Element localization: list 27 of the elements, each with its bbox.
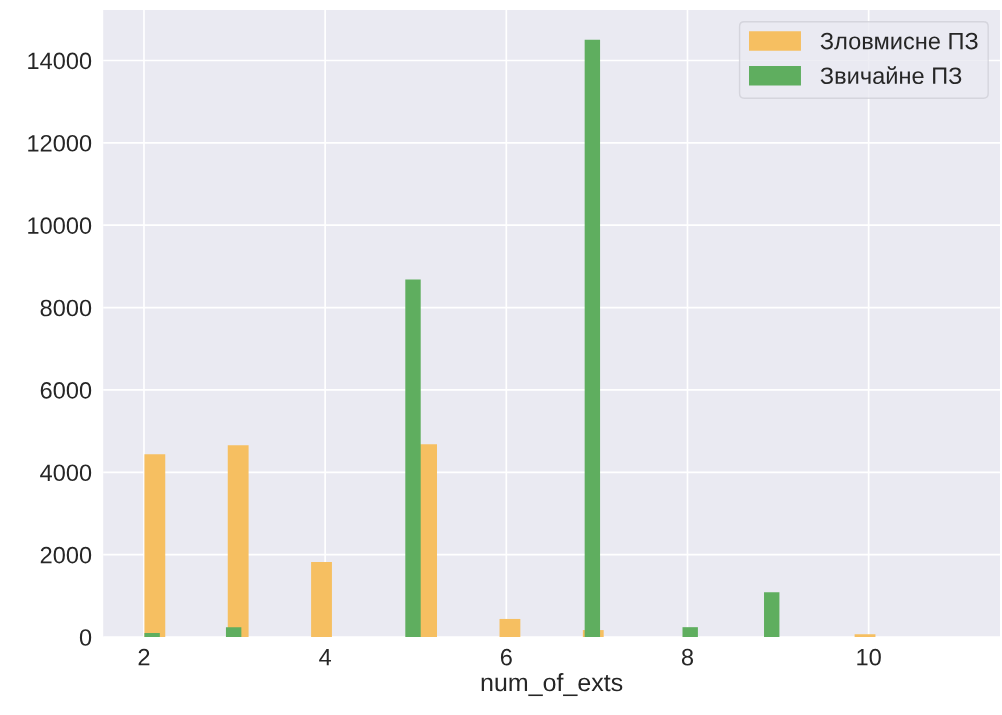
- bar: [854, 634, 876, 638]
- x-tick-label: 2: [138, 648, 150, 666]
- x-tick-label: 8: [681, 648, 694, 666]
- bar: [499, 618, 521, 638]
- legend-label: Зловмисне ПЗ: [820, 32, 978, 50]
- x-tick-label: 10: [857, 648, 881, 666]
- bar: [227, 445, 249, 638]
- bar: [764, 592, 780, 638]
- y-tick-label: 6000: [40, 382, 92, 399]
- bar: [405, 279, 421, 638]
- bar: [682, 627, 698, 638]
- y-tick-label: 2000: [40, 546, 92, 564]
- y-tick-label: 0: [79, 629, 92, 646]
- legend-label: Звичайне ПЗ: [820, 66, 962, 85]
- bar: [311, 562, 332, 638]
- x-tick-label: 6: [500, 648, 512, 666]
- bar: [144, 454, 166, 638]
- y-tick-label: 10000: [28, 217, 92, 234]
- y-tick-label: 4000: [40, 464, 92, 482]
- bar: [584, 39, 601, 638]
- x-axis-title: num_of_exts: [481, 672, 623, 697]
- x-tick-label: 4: [319, 649, 332, 666]
- y-tick-label: 14000: [28, 52, 92, 70]
- y-tick-label: 12000: [28, 134, 92, 152]
- bar: [225, 627, 242, 638]
- bar: [144, 632, 160, 638]
- y-tick-label: 8000: [40, 299, 92, 317]
